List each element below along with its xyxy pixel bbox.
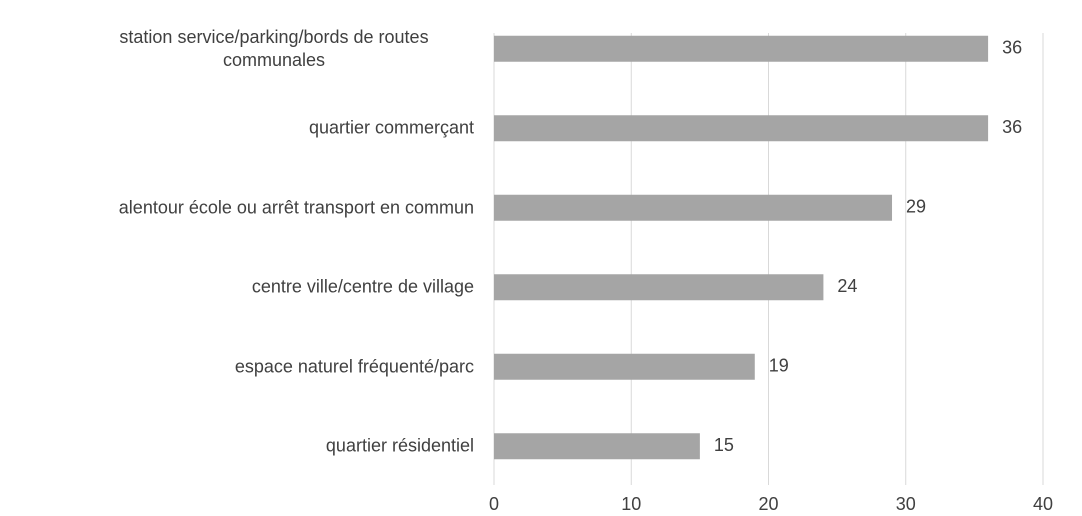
value-label: 24: [837, 276, 857, 296]
y-tick-label: centre ville/centre de village: [251, 276, 474, 297]
y-tick-label-box: centre ville/centre de village: [0, 276, 474, 299]
x-tick-label: 10: [621, 494, 641, 514]
x-tick-label: 40: [1033, 494, 1053, 514]
y-tick-label-box: espace naturel fréquenté/parc: [0, 355, 474, 378]
y-tick-label-box: quartier commerçant: [0, 117, 474, 140]
bar: [494, 35, 989, 62]
bar: [494, 433, 700, 460]
bar: [494, 115, 989, 142]
value-label: 36: [1002, 38, 1022, 58]
bar: [494, 194, 893, 221]
value-label: 15: [714, 435, 734, 455]
bar: [494, 353, 755, 380]
x-tick-label: 0: [489, 494, 499, 514]
bar: [494, 274, 824, 301]
y-tick-label: station service/parking/bords de routes …: [119, 26, 429, 70]
value-label: 19: [769, 356, 789, 376]
y-tick-label: quartier résidentiel: [325, 435, 474, 456]
x-tick-label: 30: [896, 494, 916, 514]
y-tick-label: quartier commerçant: [308, 117, 474, 138]
y-tick-label: alentour école ou arrêt transport en com…: [118, 197, 474, 218]
value-label: 29: [906, 197, 926, 217]
x-tick-label: 20: [758, 494, 778, 514]
value-label: 36: [1002, 117, 1022, 137]
y-tick-label-box: quartier résidentiel: [0, 435, 474, 458]
y-tick-label-box: station service/parking/bords de routes …: [0, 26, 474, 72]
y-tick-label-box: alentour école ou arrêt transport en com…: [0, 196, 474, 219]
y-tick-label: espace naturel fréquenté/parc: [234, 356, 474, 377]
